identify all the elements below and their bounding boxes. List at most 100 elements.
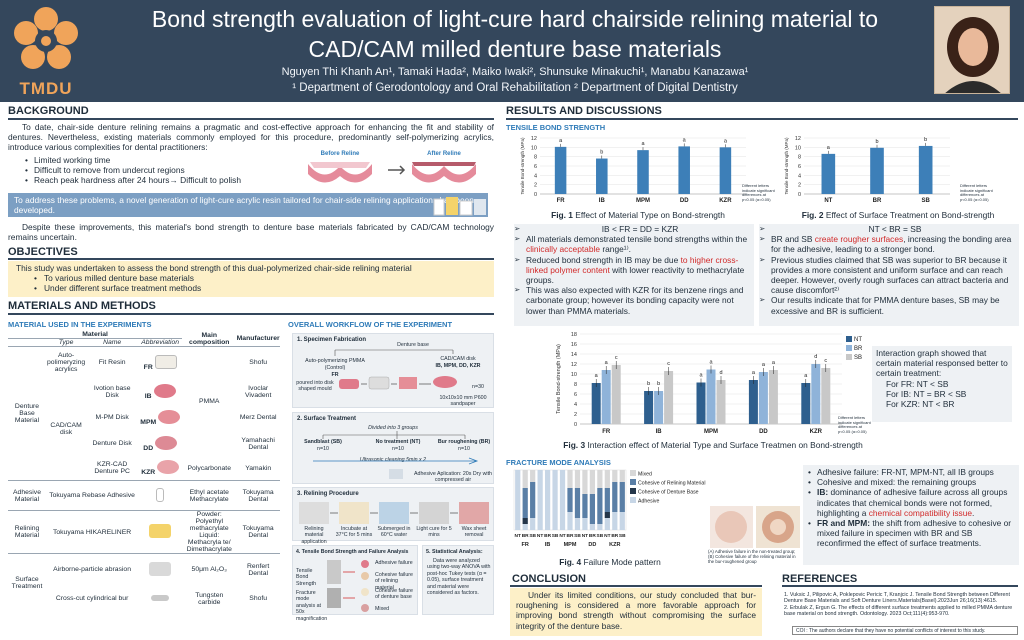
legend-swatch xyxy=(846,354,852,360)
panel-title: 5. Statistical Analysis: xyxy=(426,549,483,555)
significance-letter: a xyxy=(772,360,776,366)
bar-segment xyxy=(567,512,573,530)
legend-swatch xyxy=(630,479,636,485)
nt-group-label: No treatment (NT) xyxy=(375,439,421,445)
y-tick-label: 10 xyxy=(571,372,577,378)
list-item: Cohesive and mixed: the remaining groups xyxy=(807,477,1015,487)
references-heading: REFERENCES xyxy=(782,573,858,585)
bar xyxy=(696,382,706,424)
significance-letter: b xyxy=(647,381,650,387)
finding-title: IB < FR = DD = KZR xyxy=(514,224,754,234)
disk-image xyxy=(155,435,178,450)
abbr-cell: DD xyxy=(143,444,154,452)
bar xyxy=(601,370,611,424)
bar xyxy=(811,364,821,424)
x-tick-label: NT xyxy=(604,533,610,539)
bar xyxy=(821,368,831,424)
disk-image xyxy=(153,383,176,398)
name-cell: Ivotion base Disk xyxy=(93,384,131,399)
title-line-2: CAD/CAM milled denture base materials xyxy=(308,36,722,62)
x-tick-label: KZR xyxy=(719,198,732,204)
bar xyxy=(758,372,768,424)
name-cell: Denture Disk xyxy=(92,440,132,447)
y-tick-label: 10 xyxy=(795,145,801,151)
significance-letter: a xyxy=(605,360,609,366)
finding-text: BR and SB xyxy=(771,234,815,245)
x-tick-label: SB xyxy=(921,198,930,204)
col-manufacturer: Manufacturer xyxy=(236,331,280,347)
x-tick-label: NT xyxy=(559,533,565,539)
composition-cell: Polycarbonate xyxy=(187,464,231,472)
name-cell: Tokuyama HIKARELINER xyxy=(46,510,139,554)
bar-segment xyxy=(530,482,536,518)
name-cell: Tokuyama Rebase Adhesive xyxy=(46,480,139,511)
objectives-heading: OBJECTIVES xyxy=(8,246,78,258)
finding-item: All materials demonstrated tensile bond … xyxy=(514,234,754,254)
cad-disk-label: CAD/CAM disk xyxy=(440,356,476,362)
bar xyxy=(678,146,690,194)
interaction-text: Interaction graph showed that certain ma… xyxy=(876,348,1008,379)
conclusion-box: Under its limited conditions, our study … xyxy=(510,588,762,636)
col-composition: Main composition xyxy=(182,331,237,347)
bar-segment xyxy=(530,518,536,530)
y-axis-label: Tensile Bond-strength (MPa) xyxy=(784,137,789,195)
title-line-1: Bond strength evaluation of light-cure h… xyxy=(151,6,879,32)
legend-label: NT xyxy=(854,337,862,343)
fracture-microscope-images xyxy=(710,506,800,548)
bar xyxy=(591,383,601,424)
surface-treatment-illustration xyxy=(313,431,479,479)
finding-text: with lower reactivity to methacrylate gr… xyxy=(526,264,745,286)
list-item: FR and MPM: the shift from adhesive to c… xyxy=(807,518,1015,549)
bar-segment xyxy=(604,512,610,518)
highlight-text: create rougher surfaces xyxy=(814,234,904,245)
br-count: n=10 xyxy=(458,446,470,452)
sandblaster-image xyxy=(149,561,172,576)
fit-resin-image xyxy=(154,354,177,369)
finding-text: Reduced bond strength in IB may be due xyxy=(526,254,681,265)
x-tick-label: NT xyxy=(537,533,543,539)
legend-swatch xyxy=(846,336,852,342)
adhesive-failure-label: Adhesive failure xyxy=(375,560,413,566)
background-paragraph-2: Despite these improvements, this materia… xyxy=(8,222,494,243)
abbr-cell: IB xyxy=(144,392,152,400)
legend-label: Cohesive of Relining Material xyxy=(638,481,705,487)
bar-segment xyxy=(612,470,618,482)
background-issues-list: Limited working time Difficult to remove… xyxy=(22,155,282,186)
disk-image xyxy=(157,460,180,475)
name-cell: M-PM Disk xyxy=(95,414,129,421)
bar xyxy=(664,371,674,424)
manufacturer-cell: Renfert Dental xyxy=(236,553,280,586)
bar-segment xyxy=(612,512,618,530)
y-tick-label: 0 xyxy=(798,192,801,198)
step-label: Submerged in 60°C water xyxy=(377,526,411,539)
flower-emblem-icon xyxy=(14,7,78,69)
step-label: Wax sheet removal xyxy=(461,526,487,539)
step-label: Relining material application xyxy=(301,526,327,545)
finding-item: This was also expected with KZR for its … xyxy=(514,285,754,316)
panel-title: 4. Tensile Bond Strength and Failure Ana… xyxy=(296,549,409,555)
abbr-cell: KZR xyxy=(141,469,156,477)
bar xyxy=(716,380,726,424)
fig1-bar-chart: Tensile Bond-strength (MPa) 0 2 4 6 8 10 12 a FR b… xyxy=(520,136,746,204)
bar-segment xyxy=(552,470,558,530)
group-label: Denture Base Material xyxy=(14,403,40,424)
x-tick-label: BR xyxy=(873,198,882,204)
x-tick-label: KZR xyxy=(810,429,823,435)
relining-illustration xyxy=(299,502,489,524)
y-tick-label: 12 xyxy=(571,362,577,368)
col-type: Type xyxy=(46,338,87,347)
fracture-mode-label: Fracture mode analysis at 50x magnificat… xyxy=(296,590,328,622)
legend-label: SB xyxy=(854,355,862,361)
bar-segment xyxy=(515,470,521,530)
x-tick-label: SB xyxy=(619,533,626,539)
significance-letter: c xyxy=(667,361,670,367)
tbs-subtitle: TENSILE BOND STRENGTH xyxy=(506,123,606,132)
ultrasonic-label: Ultrasonic cleaning 5min x 2 xyxy=(359,457,427,463)
step-label: Light cure for 5 mins xyxy=(416,526,452,539)
bar-segment xyxy=(574,488,581,518)
panel-title: 2. Surface Treatment xyxy=(297,416,357,422)
bar-segment xyxy=(597,524,603,530)
finding-title: NT < BR = SB xyxy=(759,224,1019,234)
denture-base-label: Denture base xyxy=(397,342,429,348)
manufacturer-cell: Tokuyama Dental xyxy=(236,510,280,554)
